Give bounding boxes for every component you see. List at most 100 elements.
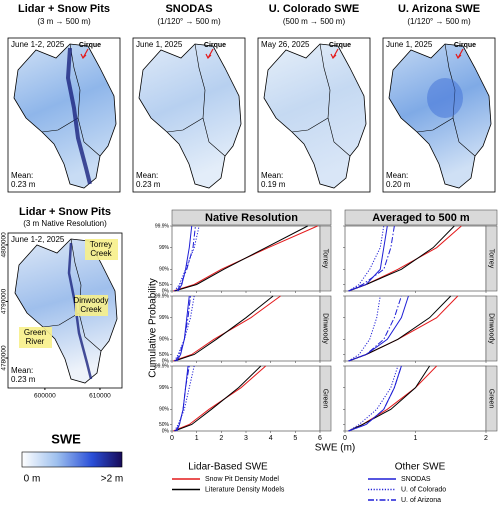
mean-label: Mean:	[136, 171, 158, 180]
map-subtitle: (1/120° → 500 m)	[157, 17, 221, 26]
legend-label: Snow Pit Density Model	[205, 476, 279, 483]
place-label: Creek	[80, 305, 102, 314]
x-tick-label: 610000	[89, 393, 111, 400]
colorbar-high: >2 m	[101, 474, 124, 485]
legend-label: Literature Density Models	[205, 486, 285, 493]
place-label: Creek	[90, 249, 112, 258]
column-header	[171, 209, 332, 226]
facet-label: Dinwoody	[488, 313, 495, 344]
x-tick-label: 5	[293, 435, 297, 442]
map-date: May 26, 2025	[261, 40, 310, 49]
cdf-line	[173, 225, 318, 292]
y-tick-label: 0%	[162, 288, 170, 294]
map-title: SNODAS	[165, 3, 212, 15]
cdf-line	[174, 295, 195, 362]
sub-basin-boundary	[166, 43, 226, 157]
plot-area	[171, 295, 321, 362]
mean-label: Mean:	[386, 171, 408, 180]
x-tick-label: 2	[219, 435, 223, 442]
map	[388, 43, 492, 189]
y-tick-label: 99.9%	[155, 293, 170, 299]
plot-area	[344, 365, 487, 432]
map-subtitle: (3 m → 500 m)	[37, 17, 91, 26]
cirque-arrow	[205, 48, 214, 60]
facet-strip	[485, 295, 498, 362]
place-label-box	[19, 327, 52, 348]
cirque-arrow	[330, 48, 339, 60]
plot-area	[344, 295, 487, 362]
facet-label: Green	[322, 389, 329, 409]
y-tick-label: 99%	[159, 315, 170, 321]
facet-label: Torrey	[488, 249, 495, 269]
map-date: June 1, 2025	[386, 40, 433, 49]
y-tick-label: 0%	[162, 358, 170, 364]
y-tick-label: 4780000	[1, 345, 8, 371]
map-subtitle: (3 m Native Resolution)	[23, 219, 107, 228]
cdf-line	[174, 365, 262, 432]
x-tick-label: 6	[318, 435, 322, 442]
cdf-line	[177, 225, 193, 292]
mean-label: Mean:	[261, 171, 283, 180]
y-tick-label: 50%	[159, 352, 170, 358]
cirque-label: Cirque	[79, 42, 101, 49]
y-tick-label: 4790000	[1, 288, 8, 314]
place-label-box	[85, 239, 118, 260]
y-tick-label: 4800000	[1, 232, 8, 258]
cdf-line	[348, 225, 388, 292]
y-tick-label: 50%	[159, 282, 170, 288]
cdf-line	[348, 295, 381, 362]
facet-strip	[485, 225, 498, 292]
legend-label: U. of Arizona	[401, 497, 441, 504]
x-tick-label: 4	[269, 435, 273, 442]
facet-label: Torrey	[322, 249, 329, 269]
x-tick-label: 3	[244, 435, 248, 442]
mean-value: 0.23 m	[136, 180, 161, 189]
cirque-label: Cirque	[204, 42, 226, 49]
cdf-line	[174, 295, 274, 362]
deep-snow-band	[67, 242, 93, 380]
y-tick-label: 90%	[159, 267, 170, 273]
y-tick-label: 99.9%	[155, 363, 170, 369]
y-tick-label: 50%	[159, 422, 170, 428]
map-date: June 1-2, 2025	[11, 40, 65, 49]
y-tick-label: 99%	[159, 385, 170, 391]
column-title: Native Resolution	[205, 212, 298, 224]
facet-label: Dinwoody	[322, 313, 329, 344]
map-title: U. Arizona SWE	[398, 3, 480, 15]
y-tick-label: 90%	[159, 407, 170, 413]
mean-label: Mean:	[11, 366, 33, 375]
colorbar-title: SWE	[51, 431, 81, 446]
legend-label: U. of Colorado	[401, 486, 446, 493]
map	[263, 43, 367, 189]
map-date: June 1, 2025	[136, 40, 183, 49]
facet-strip	[319, 295, 332, 362]
cdf-line	[176, 225, 196, 292]
x-tick-label: 0	[343, 435, 347, 442]
column-title: Averaged to 500 m	[372, 212, 470, 224]
colorbar-low: 0 m	[24, 474, 41, 485]
place-label-box	[75, 295, 108, 316]
cdf-line	[174, 225, 308, 292]
cdf-line	[173, 295, 281, 362]
y-axis-title: Cumulative Probability	[148, 278, 159, 378]
cdf-line	[348, 225, 395, 292]
x-tick-label: 600000	[34, 393, 56, 400]
colorbar	[21, 451, 123, 468]
legend-label: SNODAS	[401, 476, 431, 483]
cdf-line	[175, 365, 190, 432]
mean-value: 0.19 m	[261, 180, 286, 189]
x-axis-title: SWE (m)	[315, 443, 356, 454]
column-header	[344, 209, 498, 226]
cirque-arrow	[455, 48, 464, 60]
cdf-line	[173, 365, 267, 432]
map	[13, 43, 117, 189]
cirque-label: Cirque	[329, 42, 351, 49]
facet-label: Green	[488, 389, 495, 409]
cdf-line	[174, 365, 195, 432]
facet-strip	[485, 365, 498, 432]
y-tick-label: 99%	[159, 245, 170, 251]
plot-area	[344, 225, 487, 292]
place-label: Green	[24, 328, 46, 337]
mean-value: 0.23 m	[11, 375, 36, 384]
